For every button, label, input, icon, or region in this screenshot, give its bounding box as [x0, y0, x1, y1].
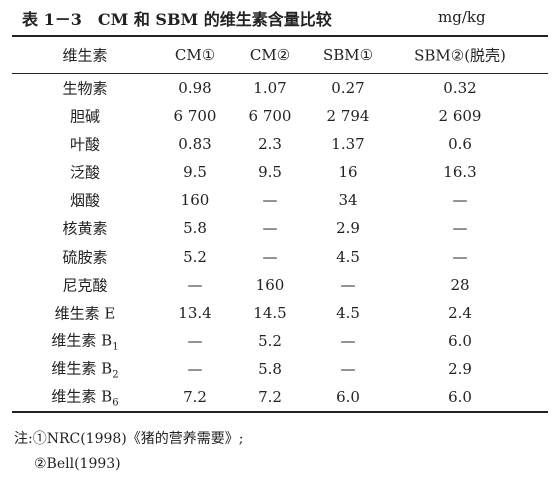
cell-value: 160	[180, 191, 210, 210]
row-label: 生物素	[62, 79, 108, 98]
column-header: CM①	[174, 46, 216, 64]
cell-value: —	[452, 219, 468, 238]
row-label: 维生素 E	[54, 304, 116, 323]
cell-value: 5.8	[258, 359, 282, 378]
cell-value: 13.4	[178, 303, 212, 322]
cell-value: 16	[338, 163, 358, 182]
header-rule	[12, 73, 548, 74]
cell-value: 6.0	[448, 331, 472, 350]
cell-value: —	[340, 331, 356, 350]
cell-value: 5.8	[183, 219, 207, 238]
cell-value: 2.9	[336, 219, 360, 238]
cell-value: 160	[255, 275, 285, 294]
cell-value: —	[340, 275, 356, 294]
cell-value: 14.5	[253, 303, 287, 322]
row-label: 胆碱	[69, 107, 101, 126]
cell-value: —	[452, 191, 468, 210]
column-header: SBM①	[322, 46, 374, 64]
cell-value: 9.5	[183, 163, 207, 182]
row-label: 维生素 B2	[51, 357, 118, 380]
row-label: 泛酸	[69, 163, 101, 182]
column-header: 维生素	[62, 46, 108, 65]
cell-value: 1.07	[253, 79, 287, 98]
column-header: SBM②(脱壳)	[414, 46, 506, 65]
label-text: 维生素 B	[51, 331, 113, 350]
cell-value: —	[262, 191, 278, 210]
cell-value: 7.2	[183, 387, 207, 406]
cell-value: 0.83	[178, 135, 212, 154]
cell-value: 2 609	[438, 107, 482, 126]
cell-value: 0.98	[178, 79, 212, 98]
cell-value: —	[340, 359, 356, 378]
cell-value: 9.5	[258, 163, 282, 182]
top-rule	[12, 35, 548, 37]
cell-value: 6 700	[173, 107, 217, 126]
row-label: 烟酸	[69, 191, 101, 210]
row-label: 叶酸	[69, 135, 101, 154]
cell-value: 2.4	[448, 303, 472, 322]
label-text: 维生素 B	[51, 359, 113, 378]
cell-value: 4.5	[336, 303, 360, 322]
cell-value: 0.27	[331, 79, 365, 98]
row-label: 硫胺素	[62, 248, 108, 267]
bottom-rule	[12, 411, 548, 413]
cell-value: —	[262, 219, 278, 238]
cell-value: 1.37	[331, 135, 365, 154]
cell-value: 28	[450, 275, 470, 294]
row-label: 维生素 B1	[51, 329, 118, 352]
cell-value: 7.2	[258, 387, 282, 406]
note: 注:①NRC(1998)《猪的营养需要》;	[14, 431, 244, 447]
cell-value: 2 794	[326, 107, 370, 126]
row-label: 核黄素	[62, 219, 108, 238]
cell-value: —	[452, 247, 468, 266]
cell-value: 2.3	[258, 135, 282, 154]
cell-value: 6.0	[448, 387, 472, 406]
label-subscript: 1	[112, 341, 119, 353]
cell-value: 5.2	[258, 331, 282, 350]
cell-value: —	[187, 359, 203, 378]
label-subscript: 6	[112, 397, 119, 409]
row-label: 尼克酸	[62, 276, 108, 295]
cell-value: —	[187, 331, 203, 350]
cell-value: 16.3	[443, 163, 477, 182]
cell-value: 2.9	[448, 359, 472, 378]
row-label: 维生素 B6	[51, 385, 118, 408]
table-title: 表 1－3 CM 和 SBM 的维生素含量比较	[22, 10, 332, 29]
label-text: 维生素 B	[51, 387, 113, 406]
column-header: CM②	[249, 46, 291, 64]
cell-value: 4.5	[336, 247, 360, 266]
cell-value: 0.32	[443, 79, 477, 98]
label-subscript: 2	[112, 369, 119, 381]
cell-value: 6 700	[248, 107, 292, 126]
cell-value: 0.6	[448, 135, 472, 154]
cell-value: —	[262, 247, 278, 266]
note: ②Bell(1993)	[34, 456, 121, 472]
unit: mg/kg	[438, 8, 486, 26]
cell-value: 34	[338, 191, 358, 210]
cell-value: —	[187, 275, 203, 294]
cell-value: 6.0	[336, 387, 360, 406]
cell-value: 5.2	[183, 247, 207, 266]
